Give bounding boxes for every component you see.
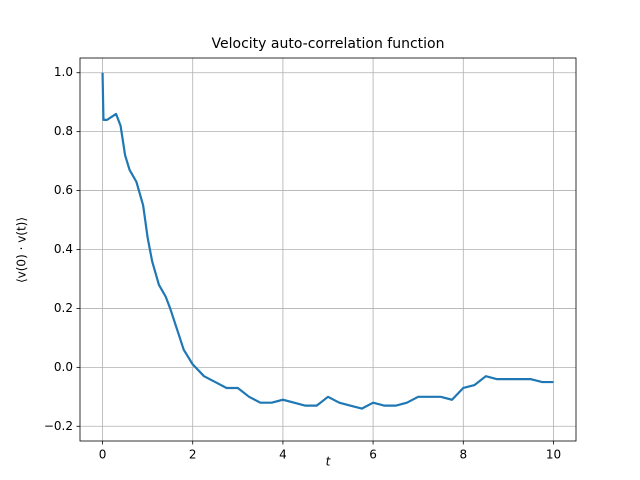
x-tick-label: 4 (279, 448, 287, 462)
y-tick-label: 0.4 (54, 242, 73, 256)
x-tick-label: 6 (369, 448, 377, 462)
y-tick-label: 0.2 (54, 301, 73, 315)
y-tick-label: 0.8 (54, 124, 73, 138)
x-tick-label: 0 (99, 448, 107, 462)
y-tick-label: 1.0 (54, 65, 73, 79)
x-tick-label: 10 (546, 448, 561, 462)
data-line (101, 72, 554, 410)
y-tick-label: 0.6 (54, 183, 73, 197)
y-axis-label: ⟨v(0) · v(t)⟩ (15, 217, 29, 283)
axes-frame (79, 57, 577, 442)
x-tick-label: 8 (459, 448, 467, 462)
x-axis-label: t (326, 455, 332, 469)
x-tick-label: 2 (189, 448, 197, 462)
y-tick-label: 0.0 (54, 360, 73, 374)
y-tick-label: −0.2 (44, 419, 73, 433)
chart-title: Velocity auto-correlation function (212, 36, 445, 52)
